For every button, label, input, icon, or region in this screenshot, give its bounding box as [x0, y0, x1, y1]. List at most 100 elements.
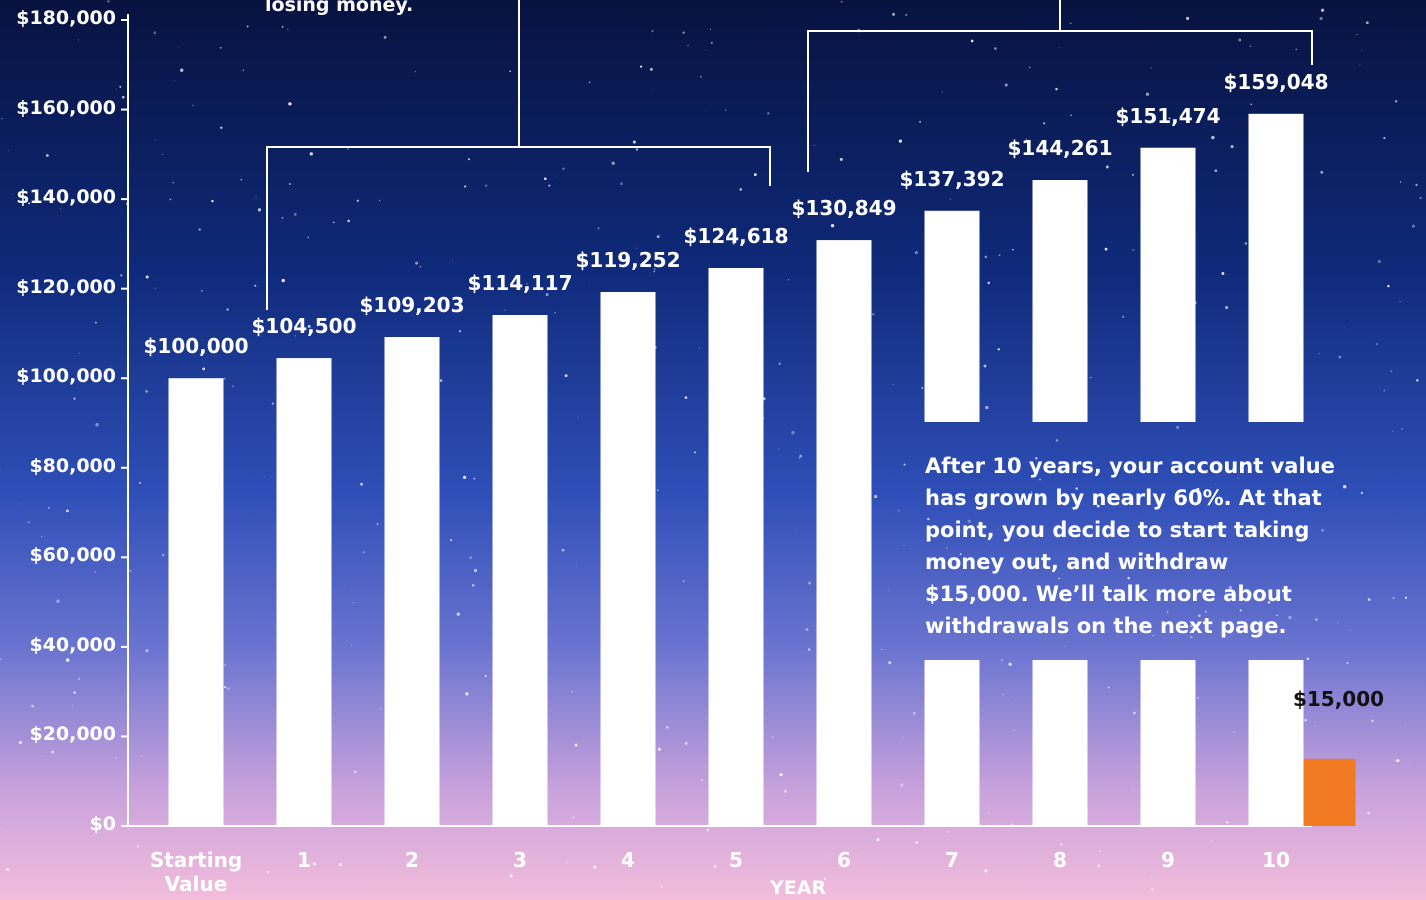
star — [1401, 428, 1403, 430]
star — [903, 545, 905, 547]
star — [840, 0, 843, 3]
star — [1360, 491, 1364, 495]
star — [649, 67, 653, 71]
star — [1366, 21, 1369, 25]
value-label: $159,048 — [1223, 69, 1329, 94]
star — [963, 180, 965, 182]
star — [1224, 305, 1229, 310]
star — [73, 691, 76, 694]
star — [204, 867, 206, 869]
star — [724, 109, 727, 111]
star — [1295, 48, 1298, 51]
star — [788, 279, 790, 281]
star — [564, 374, 568, 378]
star — [1359, 64, 1361, 66]
star — [1201, 556, 1203, 558]
star — [987, 807, 989, 809]
star — [39, 756, 41, 758]
bar — [492, 315, 548, 826]
star — [155, 139, 157, 141]
star — [784, 789, 788, 793]
star — [554, 311, 556, 314]
star — [0, 658, 2, 661]
star — [338, 863, 343, 867]
value-label: $104,500 — [251, 314, 357, 339]
star — [830, 223, 835, 228]
star — [65, 658, 70, 662]
star — [458, 330, 462, 333]
star — [28, 202, 31, 205]
star — [694, 451, 696, 454]
star — [287, 28, 289, 30]
star — [632, 140, 636, 144]
star — [698, 347, 700, 349]
star — [839, 157, 843, 161]
x-tick-label: 9 — [1161, 848, 1175, 872]
star — [452, 260, 453, 262]
star — [294, 335, 296, 337]
bar — [1032, 180, 1088, 826]
star — [456, 612, 460, 616]
star — [464, 185, 467, 188]
star — [376, 523, 379, 526]
bar — [600, 292, 656, 826]
star — [1321, 528, 1325, 532]
star — [1090, 376, 1092, 379]
star — [1367, 598, 1371, 601]
y-tick-label: $160,000 — [16, 96, 116, 119]
star — [161, 153, 164, 155]
star — [18, 740, 23, 745]
star — [767, 112, 770, 115]
star — [1030, 491, 1033, 493]
star — [1416, 379, 1419, 382]
star — [1214, 169, 1218, 173]
value-label: $15,000 — [1292, 686, 1385, 711]
star — [805, 628, 809, 631]
star — [1337, 621, 1339, 623]
star — [1150, 67, 1152, 69]
y-tick-label: $120,000 — [16, 275, 116, 298]
star — [887, 589, 889, 591]
star — [986, 831, 988, 833]
star — [110, 365, 112, 367]
star — [709, 29, 711, 30]
star — [1145, 92, 1150, 96]
star — [0, 827, 1, 830]
star — [1392, 430, 1394, 433]
star — [660, 885, 663, 888]
star — [257, 208, 262, 212]
star — [333, 221, 335, 224]
star — [561, 548, 565, 552]
star — [620, 182, 623, 186]
star — [200, 289, 203, 292]
star — [687, 44, 689, 46]
star — [919, 120, 922, 123]
star — [145, 649, 149, 653]
star — [1027, 559, 1030, 561]
star — [1012, 703, 1014, 705]
star — [47, 506, 51, 510]
star — [6, 868, 10, 871]
star — [41, 536, 43, 538]
star — [120, 274, 123, 277]
star — [862, 850, 864, 852]
star — [1198, 614, 1201, 617]
star — [807, 648, 811, 651]
star — [753, 173, 757, 177]
star — [984, 255, 988, 259]
star — [1419, 196, 1422, 200]
star — [1394, 759, 1396, 761]
star — [1070, 22, 1072, 25]
star — [223, 377, 226, 380]
star — [653, 270, 656, 273]
star — [164, 382, 166, 384]
bar — [384, 337, 440, 826]
star — [577, 416, 579, 418]
star — [51, 750, 55, 754]
bracket — [266, 0, 771, 310]
star — [211, 199, 214, 203]
star — [1396, 759, 1400, 763]
bar — [924, 210, 980, 826]
star — [905, 13, 908, 16]
star — [811, 881, 813, 883]
